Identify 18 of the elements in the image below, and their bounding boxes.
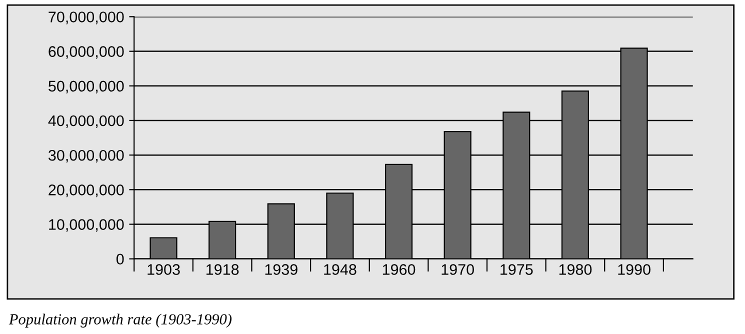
x-tick-label: 1903 (148, 264, 180, 275)
x-tick-label: 1948 (324, 264, 356, 275)
x-tick-label: 1980 (559, 264, 592, 275)
x-tick-label: 1918 (206, 264, 239, 275)
text: Population growth rate (1903-1990) (8, 314, 232, 328)
x-tick-label: 1975 (500, 264, 533, 275)
x-tick-label: 1990 (618, 264, 650, 275)
y-tick-label: 30,000,000 (48, 150, 124, 163)
y-tick-label: 40,000,000 (48, 115, 124, 128)
x-tick-label: 1970 (442, 264, 474, 275)
y-tick-label: 20,000,000 (48, 184, 124, 198)
y-tick-label: 50,000,000 (48, 80, 124, 94)
y-tick-label: 0 (116, 254, 124, 265)
y-tick-label: 10,000,000 (49, 219, 124, 232)
x-tick-label: 1939 (265, 264, 298, 275)
y-tick-label: 70,000,000 (48, 12, 124, 24)
y-tick-label: 60,000,000 (48, 46, 124, 59)
x-tick-label: 1960 (382, 264, 416, 275)
